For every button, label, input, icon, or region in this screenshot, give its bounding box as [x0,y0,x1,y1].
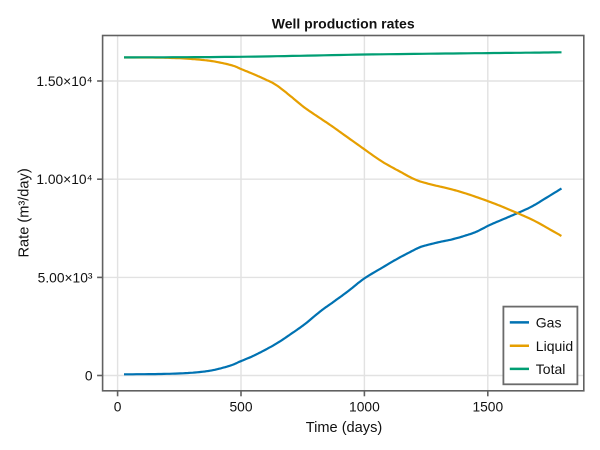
svg-text:500: 500 [229,400,252,415]
svg-text:Liquid: Liquid [536,338,573,354]
svg-text:Gas: Gas [536,315,562,331]
svg-text:1.00×10⁴: 1.00×10⁴ [36,172,92,187]
svg-text:1000: 1000 [349,400,380,415]
svg-text:5.00×10³: 5.00×10³ [38,270,93,285]
svg-text:Total: Total [536,361,566,377]
svg-text:Rate (m³/day): Rate (m³/day) [17,168,33,257]
svg-text:Time (days): Time (days) [306,420,383,436]
svg-text:Well production rates: Well production rates [272,16,415,32]
svg-text:1500: 1500 [472,400,503,415]
svg-text:0: 0 [114,400,122,415]
svg-text:1.50×10⁴: 1.50×10⁴ [36,74,92,89]
svg-text:0: 0 [85,369,93,384]
